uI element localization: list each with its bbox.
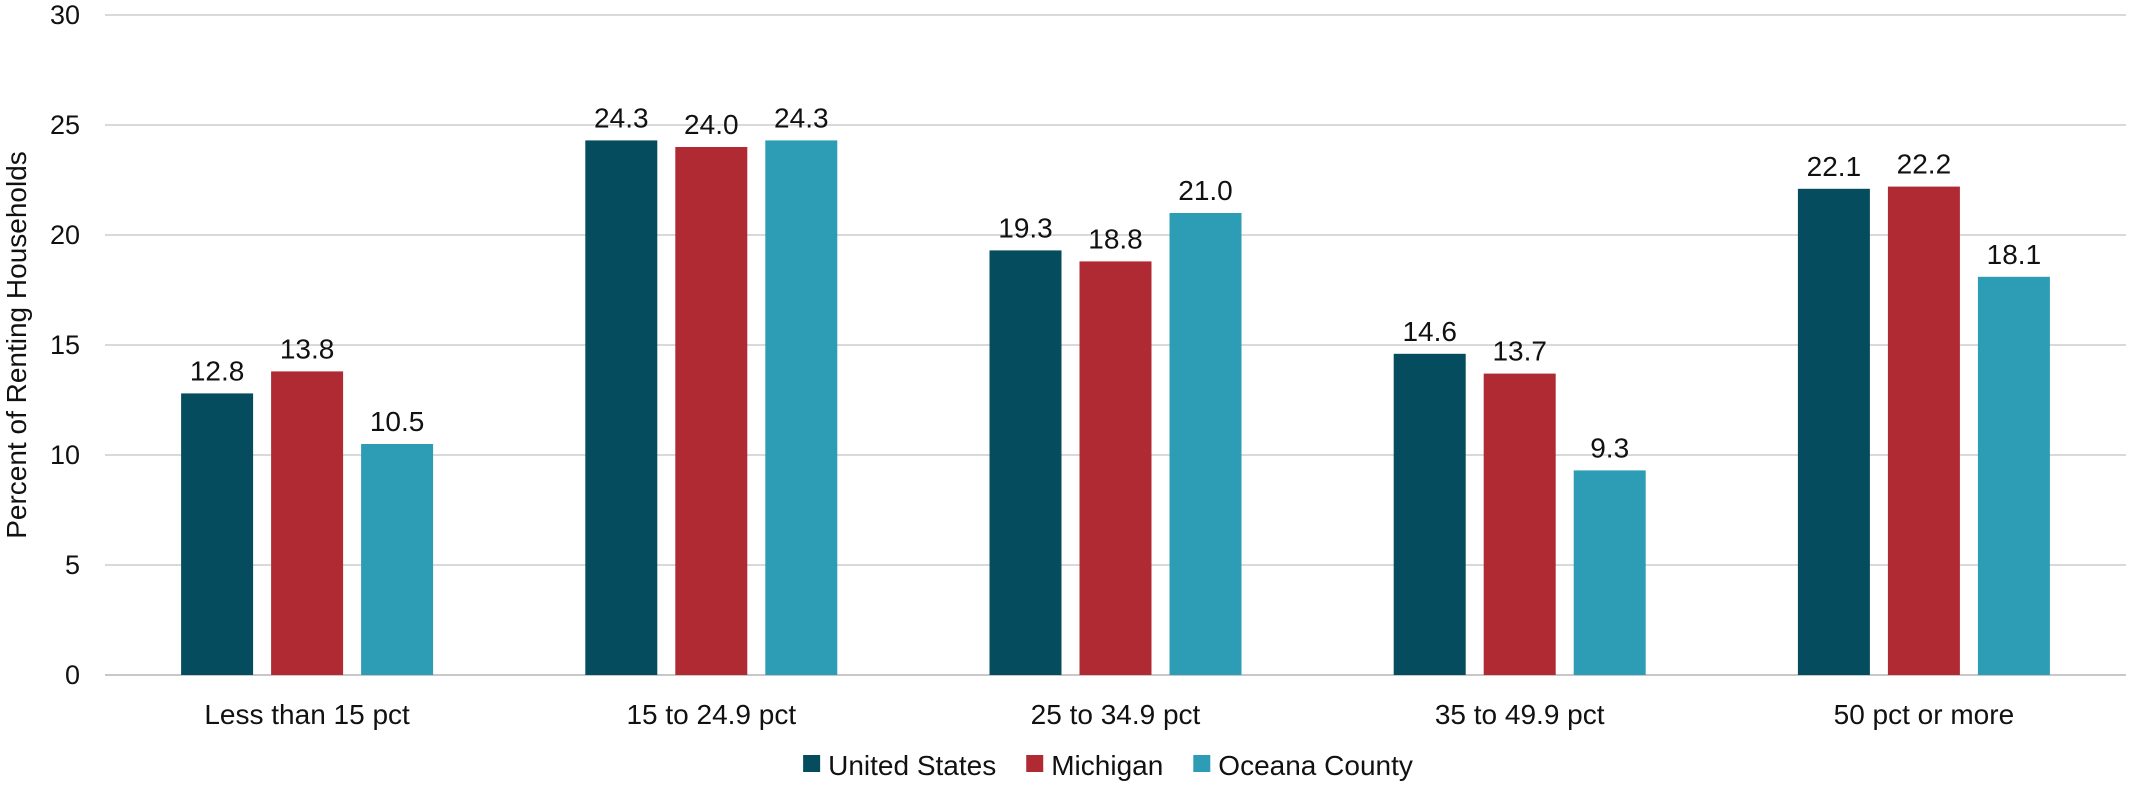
bar [1797, 188, 1870, 676]
x-category-label: 25 to 34.9 pct [1031, 699, 1201, 730]
legend-item: Michigan [1026, 750, 1163, 781]
legend-label: Michigan [1051, 750, 1163, 781]
bar [361, 444, 434, 675]
legend-swatch [1193, 755, 1211, 772]
legend-item: United States [803, 750, 996, 781]
x-category-label: 35 to 49.9 pct [1435, 699, 1605, 730]
data-label: 14.6 [1402, 316, 1457, 347]
y-tick-label: 20 [50, 220, 80, 250]
data-label: 13.7 [1492, 336, 1547, 367]
y-axis-ticks: 0 5 10 15 20 25 30 [50, 0, 80, 690]
bar [1079, 261, 1152, 675]
bar [989, 250, 1062, 675]
data-label: 21.0 [1178, 175, 1233, 206]
bar [1169, 213, 1242, 675]
bar [675, 147, 748, 675]
bar [1393, 353, 1466, 675]
data-label: 19.3 [998, 212, 1053, 243]
bar [585, 140, 658, 675]
y-tick-label: 10 [50, 440, 80, 470]
x-category-label: 15 to 24.9 pct [626, 699, 796, 730]
y-tick-label: 5 [65, 550, 80, 580]
data-label: 24.3 [774, 102, 829, 133]
data-label: 24.3 [594, 102, 649, 133]
bar [1887, 186, 1960, 675]
data-label: 22.1 [1807, 151, 1862, 182]
data-label: 22.2 [1897, 149, 1952, 180]
x-category-label: Less than 15 pct [204, 699, 410, 730]
data-label: 24.0 [684, 109, 739, 140]
data-label: 10.5 [370, 406, 425, 437]
data-label: 18.1 [1987, 239, 2042, 270]
bar [271, 371, 344, 675]
legend-label: United States [828, 750, 996, 781]
y-tick-label: 25 [50, 110, 80, 140]
legend-item: Oceana County [1193, 750, 1413, 781]
legend-label: Oceana County [1218, 750, 1413, 781]
data-label: 12.8 [190, 355, 245, 386]
legend-swatch [1026, 755, 1044, 772]
y-tick-label: 30 [50, 0, 80, 30]
bars [181, 140, 2050, 676]
legend: United States Michigan Oceana County [803, 750, 1413, 781]
bar [1573, 470, 1646, 675]
legend-swatch [803, 755, 821, 772]
y-axis-title: Percent of Renting Households [1, 151, 32, 539]
x-axis-categories: Less than 15 pct 15 to 24.9 pct 25 to 34.9… [204, 699, 2014, 730]
y-tick-label: 0 [65, 660, 80, 690]
x-category-label: 50 pct or more [1834, 699, 2015, 730]
data-label: 13.8 [280, 333, 335, 364]
data-label: 18.8 [1088, 223, 1143, 254]
bar [765, 140, 838, 675]
data-label: 9.3 [1590, 432, 1629, 463]
bar [1977, 276, 2050, 675]
bar [1483, 373, 1556, 675]
bar [181, 393, 254, 675]
data-labels: 12.8 13.8 10.5 24.3 24.0 24.3 19.3 18.8 21.0 14.6… [190, 102, 2041, 463]
y-tick-label: 15 [50, 330, 80, 360]
